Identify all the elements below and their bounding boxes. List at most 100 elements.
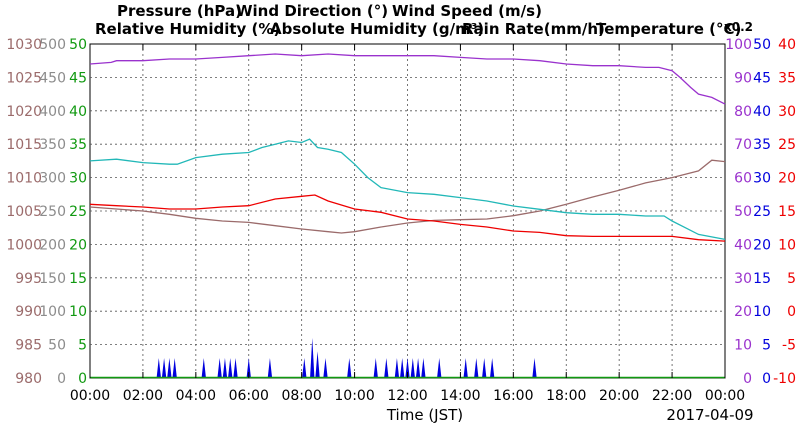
- temperature-tick: 20: [778, 171, 796, 187]
- legend-wind-speed: Wind Speed (m/s): [392, 2, 542, 20]
- temperature-tick: 40: [778, 37, 796, 53]
- legend-wind-direction: Wind Direction (°): [236, 2, 388, 20]
- x-tick-label: 14:00: [440, 388, 480, 404]
- rain-bar: [222, 357, 228, 378]
- rain-bar: [347, 357, 352, 378]
- rain-bar: [246, 357, 251, 378]
- wind-direction-tick: 250: [39, 204, 66, 220]
- wind-direction-tick: 500: [39, 37, 66, 53]
- pressure-tick: 995: [15, 271, 42, 287]
- relative-humidity-tick: 60: [734, 171, 752, 187]
- rain-bar: [384, 357, 389, 378]
- relative-humidity-tick: 90: [734, 70, 752, 86]
- legend-relative-humidity: Relative Humidity (%): [95, 20, 280, 38]
- temperature-tick: -5: [782, 338, 796, 354]
- wind-speed-tick: 10: [69, 304, 87, 320]
- y-axes: 9809859909951000100510101015102010251030…: [6, 37, 796, 387]
- x-tick-label: 16:00: [493, 388, 533, 404]
- rain-bar: [463, 357, 468, 378]
- wind-speed-tick: 30: [69, 171, 87, 187]
- relative-humidity-tick: 100: [725, 37, 752, 53]
- rain-rate-tick: 40: [753, 104, 771, 120]
- wind-direction-tick: 350: [39, 137, 66, 153]
- pressure-line: [89, 159, 726, 234]
- x-axis: 00:00 02:00 04:00 06:00 08:00 10:00 12:00 14:00…: [70, 44, 745, 404]
- rain-bar: [394, 357, 400, 378]
- legend-pressure: Pressure (hPa): [117, 2, 242, 20]
- temperature-line: [89, 194, 726, 242]
- temperature-tick: 0: [787, 304, 796, 320]
- temperature-tick: 35: [778, 70, 796, 86]
- rain-bar: [323, 357, 328, 378]
- rain-bar: [474, 357, 479, 378]
- wind-speed-tick: 50: [69, 37, 87, 53]
- x-tick-label: 12:00: [387, 388, 427, 404]
- temperature-tick: 15: [778, 204, 796, 220]
- rain-bar: [400, 357, 405, 378]
- x-tick-label: 08:00: [281, 388, 321, 404]
- rain-rate-tick: 30: [753, 171, 771, 187]
- rain-rate-tick: 10: [753, 304, 771, 320]
- temperature-tick: 25: [778, 137, 796, 153]
- wind-direction-tick: 50: [48, 338, 66, 354]
- rain-rate-tick: 25: [753, 204, 771, 220]
- rain-bar: [228, 357, 233, 378]
- wind-direction-tick: 450: [39, 70, 66, 86]
- rain-rate-tick: 45: [753, 70, 771, 86]
- rain-bar: [415, 357, 421, 378]
- absolute-humidity-line: [89, 138, 726, 241]
- rain-rate-tick: 15: [753, 271, 771, 287]
- pressure-tick: 1030: [6, 37, 42, 53]
- wind-speed-tick: 45: [69, 70, 87, 86]
- relative-humidity-tick: 70: [734, 137, 752, 153]
- rain-bar: [489, 357, 495, 378]
- rain-rate-tick: 50: [753, 37, 771, 53]
- temperature-tick: 30: [778, 104, 796, 120]
- rain-bar: [315, 351, 320, 378]
- pressure-tick: 1020: [6, 104, 42, 120]
- grid-lines: [90, 44, 725, 378]
- rain-bar: [233, 357, 238, 378]
- rain-bar: [161, 357, 167, 378]
- rain-bar: [482, 357, 487, 378]
- pressure-tick: 990: [15, 304, 42, 320]
- temperature-tick: 5: [787, 271, 796, 287]
- rain-bar: [437, 357, 442, 378]
- rain-rate-tick: 5: [762, 338, 771, 354]
- x-tick-label: 06:00: [229, 388, 269, 404]
- abs-humidity-multiplier: x0.2: [724, 20, 753, 34]
- rain-bar: [217, 357, 222, 378]
- x-tick-label: 02:00: [123, 388, 163, 404]
- date-label: 2017-04-09: [666, 406, 753, 424]
- relative-humidity-tick: 50: [734, 204, 752, 220]
- wind-speed-tick: 20: [69, 237, 87, 253]
- x-tick-label: 00:00: [705, 388, 745, 404]
- rain-bar: [156, 357, 161, 378]
- rain-rate-tick: 20: [753, 237, 771, 253]
- relative-humidity-tick: 80: [734, 104, 752, 120]
- wind-direction-tick: 150: [39, 271, 66, 287]
- pressure-tick: 1015: [6, 137, 42, 153]
- legend-temperature: Temperature (°C): [596, 20, 741, 38]
- rain-bar: [373, 357, 378, 378]
- rain-bar: [405, 357, 410, 378]
- x-tick-label: 04:00: [176, 388, 216, 404]
- relative-humidity-tick: 10: [734, 338, 752, 354]
- wind-direction-tick: 0: [57, 371, 66, 387]
- temperature-tick: 10: [778, 237, 796, 253]
- rain-rate-tick: 0: [762, 371, 771, 387]
- x-tick-label: 22:00: [652, 388, 692, 404]
- rain-bar: [421, 357, 426, 378]
- wind-speed-tick: 35: [69, 137, 87, 153]
- pressure-tick: 985: [15, 338, 42, 354]
- temperature-tick: -10: [773, 371, 796, 387]
- wind-direction-tick: 400: [39, 104, 66, 120]
- wind-speed-tick: 0: [78, 371, 87, 387]
- rain-rate-series: [156, 337, 537, 378]
- wind-speed-tick: 5: [78, 338, 87, 354]
- relative-humidity-tick: 0: [743, 371, 752, 387]
- legend-absolute-humidity: Absolute Humidity (g/m³): [270, 20, 484, 38]
- wind-speed-tick: 25: [69, 204, 87, 220]
- relative-humidity-tick: 30: [734, 271, 752, 287]
